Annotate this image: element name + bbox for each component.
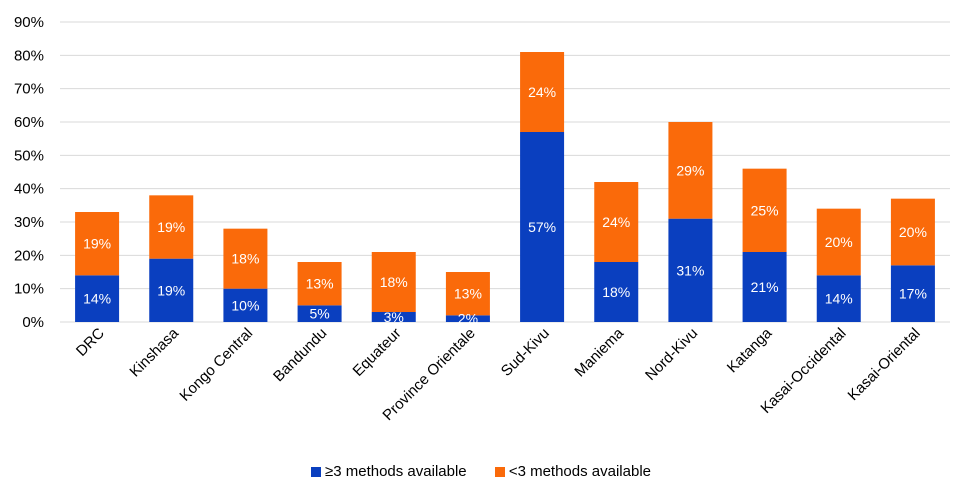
x-category-label: Sud-Kivu: [498, 325, 553, 380]
bar-segment-series-1: [223, 288, 268, 322]
y-axis-ticks: 0% 10% 20% 30% 40% 50% 60% 70% 80% 90%: [14, 14, 44, 331]
data-label: 31%: [676, 262, 704, 278]
legend-item-series-1: ≥3 methods available: [310, 463, 467, 480]
bar-segment-series-2: [371, 252, 416, 312]
data-label: 14%: [83, 291, 111, 307]
y-tick-label: 20%: [14, 247, 44, 264]
x-category-label: Equateur: [350, 325, 405, 380]
data-label: 2%: [458, 311, 478, 327]
y-tick-label: 90%: [14, 14, 44, 31]
y-tick-label: 60%: [14, 114, 44, 131]
bars: [75, 52, 935, 322]
y-tick-label: 70%: [14, 81, 44, 98]
bar-segment-series-1: [371, 312, 416, 322]
bar-segment-series-2: [297, 262, 342, 306]
x-category-label: Katanga: [724, 324, 776, 376]
data-label: 18%: [380, 274, 408, 290]
data-label: 17%: [899, 286, 927, 302]
bar-segment-series-2: [520, 52, 565, 132]
bar-segment-series-1: [816, 275, 861, 322]
legend-label-series-2: <3 methods available: [508, 463, 651, 480]
bar-segment-series-1: [668, 218, 713, 322]
bar-segment-series-2: [890, 198, 935, 266]
data-label: 21%: [751, 279, 779, 295]
y-tick-label: 10%: [14, 281, 44, 298]
bar-segment-series-2: [149, 195, 194, 259]
data-label: 24%: [602, 214, 630, 230]
data-label: 25%: [751, 202, 779, 218]
data-label: 20%: [825, 234, 853, 250]
data-label: 29%: [676, 162, 704, 178]
bar-segment-series-1: [149, 258, 194, 322]
bar-segment-series-2: [223, 228, 268, 289]
data-label: 18%: [602, 284, 630, 300]
bar-segment-series-1: [890, 265, 935, 322]
x-category-label: Kongo Central: [176, 325, 256, 405]
bar-segment-series-1: [520, 132, 565, 322]
data-label: 18%: [231, 251, 259, 267]
y-tick-label: 80%: [14, 47, 44, 64]
x-category-label: Kasai-Oriental: [845, 325, 924, 404]
bar-segment-series-1: [297, 305, 342, 322]
data-label: 57%: [528, 219, 556, 235]
legend-item-series-2: <3 methods available: [494, 463, 651, 480]
data-labels: 14% 19% 19% 19% 10% 18% 5% 13% 3% 18% 2% 13% 57% 24% 1…: [83, 84, 927, 327]
bar-segment-series-2: [445, 272, 490, 316]
y-tick-label: 50%: [14, 147, 44, 164]
x-category-label: Maniema: [571, 324, 627, 380]
y-tick-label: 40%: [14, 181, 44, 198]
data-label: 13%: [454, 286, 482, 302]
gridlines: [60, 21, 950, 323]
legend-swatch-series-2: [494, 466, 505, 477]
data-label: 14%: [825, 291, 853, 307]
bar-segment-series-1: [445, 315, 490, 322]
x-category-label: Bandundu: [270, 325, 330, 385]
data-label: 19%: [83, 236, 111, 252]
bar-segment-series-1: [75, 275, 120, 322]
data-label: 13%: [306, 276, 334, 292]
bar-segment-series-2: [668, 122, 713, 219]
y-tick-label: 30%: [14, 214, 44, 231]
data-label: 19%: [157, 282, 185, 298]
legend-swatch-series-1: [310, 466, 321, 477]
legend: ≥3 methods available <3 methods availabl…: [0, 463, 962, 481]
bar-segment-series-2: [816, 208, 861, 276]
x-category-label: Kinshasa: [126, 324, 182, 380]
bar-segment-series-2: [594, 182, 639, 262]
bar-segment-series-1: [742, 252, 787, 322]
bar-segment-series-2: [742, 168, 787, 252]
y-tick-label: 0%: [22, 314, 44, 331]
data-label: 24%: [528, 84, 556, 100]
data-label: 10%: [231, 297, 259, 313]
data-label: 5%: [309, 306, 329, 322]
data-label: 19%: [157, 219, 185, 235]
data-label: 3%: [384, 309, 404, 325]
bar-segment-series-1: [594, 262, 639, 322]
x-category-label: DRC: [73, 325, 108, 360]
legend-label-series-1: ≥3 methods available: [324, 463, 467, 480]
x-category-label: Nord-Kivu: [642, 325, 701, 384]
bar-segment-series-2: [75, 212, 120, 276]
data-label: 20%: [899, 224, 927, 240]
